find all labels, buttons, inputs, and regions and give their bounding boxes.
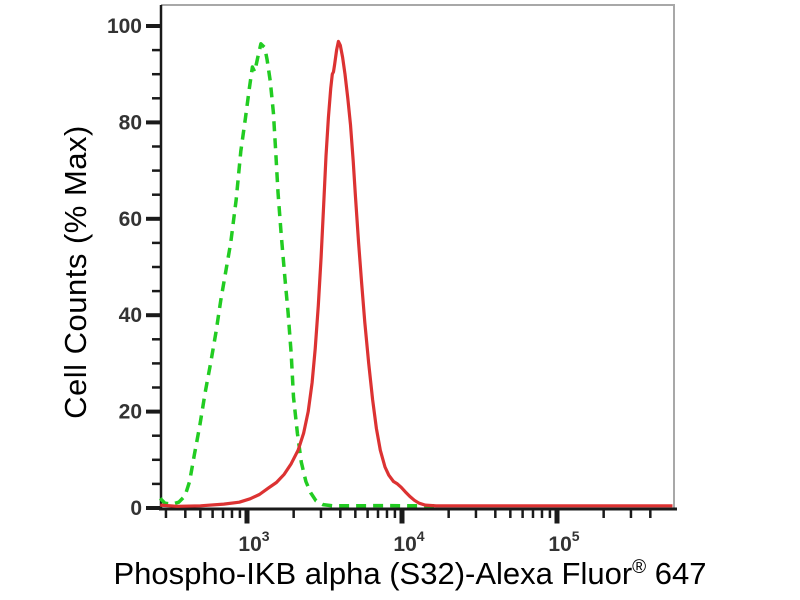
curve-phospho-ikb-alpha-stained <box>160 39 673 508</box>
y-tick-label: 0 <box>130 497 142 520</box>
curve-control-unstained <box>158 42 440 508</box>
y-tick-label: 20 <box>119 401 142 424</box>
y-axis-title-text: Cell Counts (% Max) <box>58 125 93 419</box>
y-tick-label: 100 <box>107 15 142 38</box>
plot-border <box>161 4 675 509</box>
x-axis-ticks: 103 104 105 <box>164 509 652 556</box>
x-tick-label: 105 <box>548 528 579 556</box>
y-axis-title: Cell Counts (% Max) <box>58 125 94 419</box>
x-tick-label: 103 <box>238 528 269 556</box>
x-axis-title-text: Phospho-IKB alpha (S32)-Alexa Fluor <box>113 556 633 591</box>
x-axis-title-suffix: 647 <box>646 556 707 591</box>
y-tick-label: 80 <box>119 111 142 134</box>
y-tick-label: 40 <box>119 304 142 327</box>
x-axis-title: Phospho-IKB alpha (S32)-Alexa Fluor® 647 <box>20 556 800 592</box>
x-tick-label: 104 <box>393 528 424 556</box>
registered-trademark-symbol: ® <box>632 557 647 578</box>
y-tick-label: 60 <box>119 208 142 231</box>
y-axis-ticks: 0 20 40 60 80 100 <box>107 15 161 520</box>
